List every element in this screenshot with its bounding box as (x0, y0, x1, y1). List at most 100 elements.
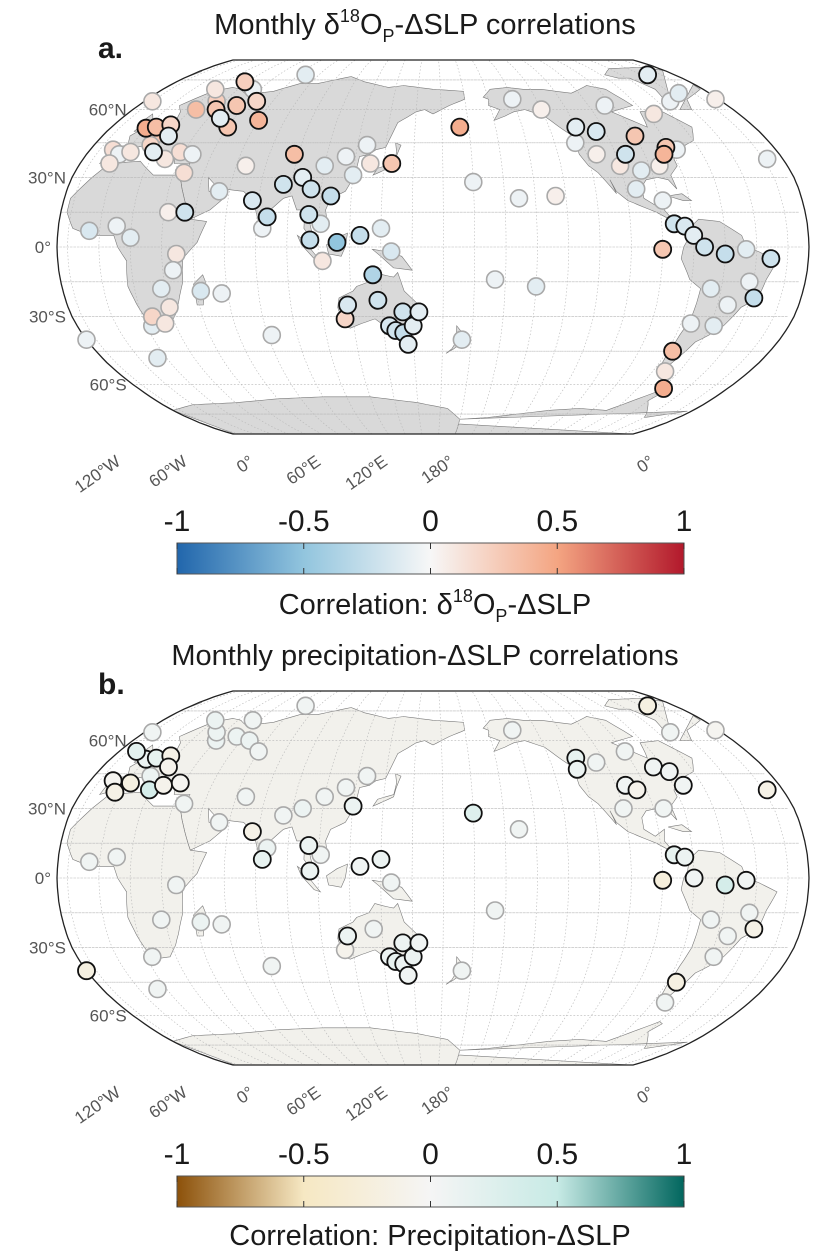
site-marker-b-50 (191, 912, 211, 932)
site-marker-b-52 (143, 947, 162, 967)
panel-b-title: Monthly precipitation-ΔSLP correlations (171, 640, 678, 672)
site-marker-a-23 (143, 92, 162, 111)
site-marker-a-111 (704, 316, 724, 336)
lon-label-b-5: 60°W (146, 1083, 191, 1123)
lon-labels-b: 0° 60°E 120°E 180° 120°W 60°W 0° (71, 1083, 657, 1128)
site-marker-b-67 (586, 753, 606, 772)
meridian-a (67, 60, 239, 434)
map-b (56, 690, 810, 1066)
site-marker-b-45 (393, 933, 413, 953)
site-marker-b-87 (638, 696, 657, 716)
colorbar-tick-label-b-2: 0 (422, 1138, 439, 1171)
colorbar-tick-label-a-3: 0.5 (536, 505, 578, 538)
colorbar-tick-label-b-4: 1 (676, 1138, 693, 1171)
map-border-a (56, 59, 810, 435)
site-marker-a-106 (740, 272, 759, 292)
site-marker-a-24 (100, 154, 119, 173)
site-marker-b-88 (706, 720, 725, 740)
site-marker-a-9 (144, 142, 163, 162)
meridian-a (380, 60, 406, 434)
site-marker-a-48 (350, 225, 370, 245)
site-marker-b-53 (167, 875, 186, 895)
panel-b-letter: b. (98, 668, 125, 701)
lon-label-a-5: 60°W (146, 452, 191, 492)
site-marker-b-66 (673, 775, 693, 795)
colorbar-b-label: Correlation: Precipitation-ΔSLP (229, 1220, 630, 1252)
site-marker-a-100 (684, 225, 704, 245)
site-marker-a-53 (338, 295, 358, 315)
panel-a-title: Monthly δ18OP-ΔSLP correlations (214, 6, 636, 46)
meridian-a (223, 60, 322, 434)
site-marker-b-51 (152, 910, 171, 930)
site-marker-b-76 (736, 870, 756, 890)
site-marker-a-115 (77, 330, 96, 350)
site-marker-a-121 (669, 83, 689, 103)
site-marker-a-32 (273, 174, 293, 194)
site-marker-a-114 (654, 379, 673, 398)
site-marker-b-68 (615, 742, 635, 761)
colorbar-tick-label-a-4: 1 (676, 505, 693, 538)
lat-label-b-0: 60°N (89, 732, 127, 751)
site-marker-b-20 (209, 812, 229, 832)
site-marker-b-80 (701, 910, 721, 930)
lon-label-a-2: 120°E (342, 452, 391, 494)
lat-label-a-0: 60°N (89, 101, 127, 120)
meridian-b (98, 691, 256, 1065)
site-marker-b-72 (675, 847, 695, 867)
meridian-a (286, 60, 356, 434)
lon-labels-a: 0° 60°E 120°E 180° 120°W 60°W 0° (71, 452, 657, 497)
site-marker-a-86 (616, 144, 635, 164)
site-marker-b-86 (660, 722, 680, 742)
site-marker-a-18 (249, 111, 269, 130)
lat-label-a-1: 30°N (28, 168, 66, 187)
lat-labels-a: 60°N 30°N 0° 30°S 60°S (28, 101, 127, 395)
meridian-a (538, 60, 632, 434)
colorbar-a: -1 -0.5 0 0.5 1 Correlation: δ18OP-ΔSLP (164, 505, 693, 626)
site-marker-a-109 (701, 279, 721, 299)
site-marker-b-6 (121, 773, 140, 793)
lon-label-b-0: 0° (233, 1083, 257, 1108)
site-marker-b-15 (249, 742, 268, 761)
site-marker-a-45 (327, 232, 347, 252)
site-marker-a-79 (463, 172, 483, 192)
map-a (56, 59, 810, 435)
site-marker-a-91 (587, 145, 606, 164)
site-marker-b-55 (80, 852, 99, 872)
meridian-b (223, 691, 322, 1065)
site-marker-a-84 (566, 117, 586, 137)
site-marker-a-113 (655, 362, 675, 381)
site-marker-b-37 (338, 926, 358, 946)
site-marker-a-108 (718, 295, 738, 315)
site-marker-a-107 (744, 288, 764, 308)
site-marker-a-80 (509, 189, 529, 208)
site-marker-b-21 (236, 787, 256, 807)
site-marker-b-48 (262, 956, 282, 976)
site-marker-a-65 (191, 281, 211, 301)
site-marker-b-63 (627, 780, 647, 800)
site-marker-b-9 (154, 775, 173, 795)
site-marker-a-49 (371, 219, 391, 238)
site-marker-a-88 (654, 144, 674, 164)
lon-label-a-1: 60°E (283, 452, 324, 489)
site-marker-a-89 (625, 126, 645, 146)
panel-b: Monthly precipitation-ΔSLP correlations … (28, 640, 810, 1252)
site-marker-b-57 (463, 803, 483, 823)
site-marker-a-54 (368, 290, 388, 310)
colorbar-tick-label-a-2: 0 (422, 505, 439, 538)
site-marker-a-30 (257, 207, 277, 227)
site-marker-b-24 (274, 806, 293, 825)
colorbar-tick-label-b-3: 0.5 (536, 1138, 578, 1171)
site-marker-a-58 (398, 334, 418, 354)
site-marker-b-32 (300, 861, 320, 881)
meridian-b (521, 691, 601, 1065)
site-marker-b-73 (653, 870, 673, 890)
meridian-b (411, 691, 423, 1065)
panel-a-letter: a. (98, 32, 123, 65)
site-marker-b-82 (667, 972, 686, 992)
site-marker-a-117 (532, 100, 551, 119)
site-marker-b-22 (242, 822, 262, 841)
site-marker-b-90 (127, 742, 146, 761)
site-marker-a-64 (212, 284, 231, 303)
site-marker-b-5 (105, 782, 125, 802)
site-marker-a-126 (206, 80, 225, 99)
